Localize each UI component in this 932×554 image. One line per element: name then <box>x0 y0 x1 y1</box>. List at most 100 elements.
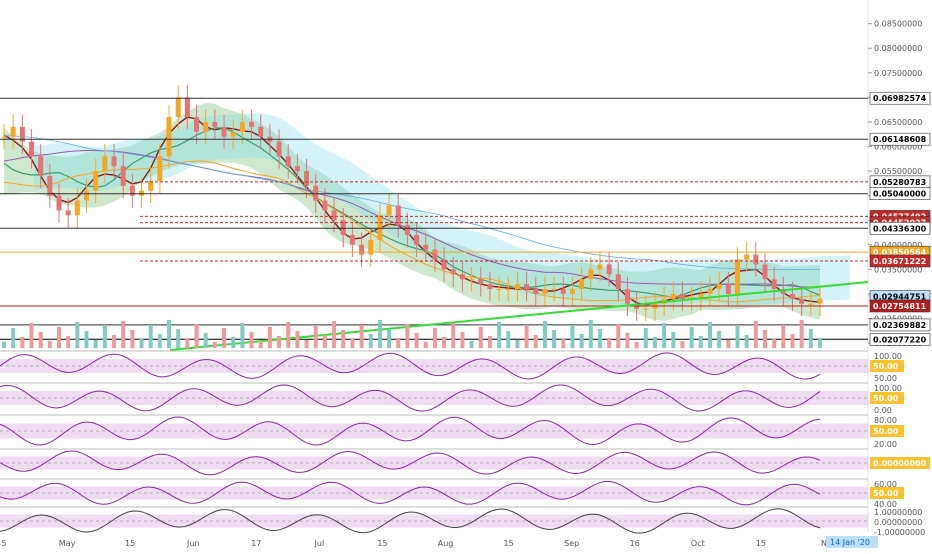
time-badge[interactable] <box>826 536 878 548</box>
oscillator-tick-label: 0.00000000 <box>874 518 922 527</box>
price-tick-label: 0.08000000 <box>874 44 922 53</box>
oscillator-line <box>0 508 821 534</box>
volume-bar <box>332 321 337 348</box>
price-level-label: 0.04336300 <box>873 224 927 233</box>
oscillator-badge[interactable] <box>870 360 904 372</box>
candle-body <box>780 289 786 294</box>
volume-bar <box>222 328 227 348</box>
volume-bar <box>533 335 538 348</box>
volume-bar <box>387 329 392 348</box>
time-tick-label: 15 <box>756 539 766 548</box>
oscillator-badge[interactable] <box>870 487 904 499</box>
time-tick-label: 15 <box>125 539 135 548</box>
candle-body <box>29 141 35 157</box>
oscillator-badge[interactable] <box>870 457 930 469</box>
volume-bar <box>121 321 126 348</box>
price-level-label: 0.03671222 <box>873 257 926 266</box>
price-level-badge[interactable] <box>869 221 931 235</box>
volume-bar <box>698 336 703 348</box>
volume-bar <box>753 321 758 348</box>
oscillator-badge[interactable] <box>870 425 904 437</box>
candle-body <box>734 259 740 294</box>
candle-body <box>56 195 62 211</box>
volume-bar <box>377 320 382 348</box>
volume-bar <box>130 330 135 348</box>
price-level-label: 0.06982574 <box>873 94 927 103</box>
candle-body <box>542 289 548 294</box>
candle-body <box>569 289 575 294</box>
candle-body <box>331 210 337 221</box>
price-level-badge[interactable] <box>869 318 931 332</box>
candle-body <box>478 279 484 285</box>
price-tick-label: 0.04000000 <box>874 241 922 250</box>
candle-body <box>285 156 291 167</box>
time-tick-label: Oct <box>691 539 705 548</box>
candle-body <box>102 156 108 172</box>
price-level-badge[interactable] <box>869 132 931 146</box>
price-level-badge[interactable] <box>869 187 931 200</box>
volume-bar <box>717 331 722 348</box>
oscillator-tick-label: 40.00 <box>874 500 897 509</box>
candle-body <box>10 126 16 137</box>
candle-body <box>203 121 209 132</box>
price-level-badge[interactable] <box>869 91 931 105</box>
oscillator-badge[interactable] <box>870 392 904 404</box>
price-level-label: 0.02754811 <box>873 302 927 311</box>
time-tick-label: 16 <box>630 539 640 548</box>
candle-body <box>615 274 621 290</box>
price-level-label: 0.02077220 <box>873 335 927 344</box>
candle-body <box>93 171 99 191</box>
candle-body <box>129 185 135 196</box>
volume-bar <box>552 330 557 348</box>
candle-body <box>414 234 420 245</box>
time-tick-label: 17 <box>251 539 261 548</box>
volume-bar <box>313 326 318 348</box>
volume-bar <box>396 338 401 348</box>
volume-bar <box>167 320 172 348</box>
volume-bar <box>57 327 62 348</box>
volume-bar <box>689 327 694 348</box>
volume-bar <box>726 340 731 348</box>
volume-bar <box>762 330 767 348</box>
candle-body <box>808 303 814 305</box>
price-level-badge[interactable] <box>869 254 931 268</box>
ichimoku-cloud <box>4 102 820 321</box>
oscillator-line <box>0 450 821 476</box>
candle-body <box>817 298 823 304</box>
candle-body <box>377 215 383 240</box>
price-level-badge[interactable] <box>869 332 931 346</box>
volume-bar <box>102 326 107 348</box>
candle-body <box>799 298 805 304</box>
volume-bar <box>487 336 492 348</box>
volume-bar <box>231 337 236 348</box>
candle-body <box>148 180 154 191</box>
candle-body <box>643 308 649 310</box>
candle-body <box>524 284 530 290</box>
volume-bar <box>579 334 584 348</box>
candle-body <box>230 131 236 137</box>
volume-bar <box>176 329 181 348</box>
volume-bar <box>2 342 6 348</box>
volume-bar <box>799 320 804 348</box>
volume-bar <box>258 341 263 348</box>
price-tick-label: 0.07500000 <box>874 69 922 78</box>
price-level-label: 0.05280783 <box>873 178 926 187</box>
oscillator-line <box>0 352 821 380</box>
candle-body <box>725 284 731 294</box>
volume-bar <box>20 337 25 348</box>
candle-body <box>322 200 328 211</box>
candle-body <box>551 289 557 291</box>
price-level-label: 0.02369882 <box>873 321 926 330</box>
volume-bar <box>47 341 52 348</box>
volume-bar <box>744 335 749 348</box>
candle-body <box>560 289 566 294</box>
volume-bar <box>460 332 465 348</box>
price-tick-label: 0.08500000 <box>874 20 922 29</box>
volume-bar <box>442 337 447 348</box>
price-level-badge[interactable] <box>869 299 931 313</box>
volume-bar <box>524 326 529 348</box>
oscillator-tick-label: 100.00 <box>874 384 902 393</box>
candle-body <box>514 284 520 290</box>
